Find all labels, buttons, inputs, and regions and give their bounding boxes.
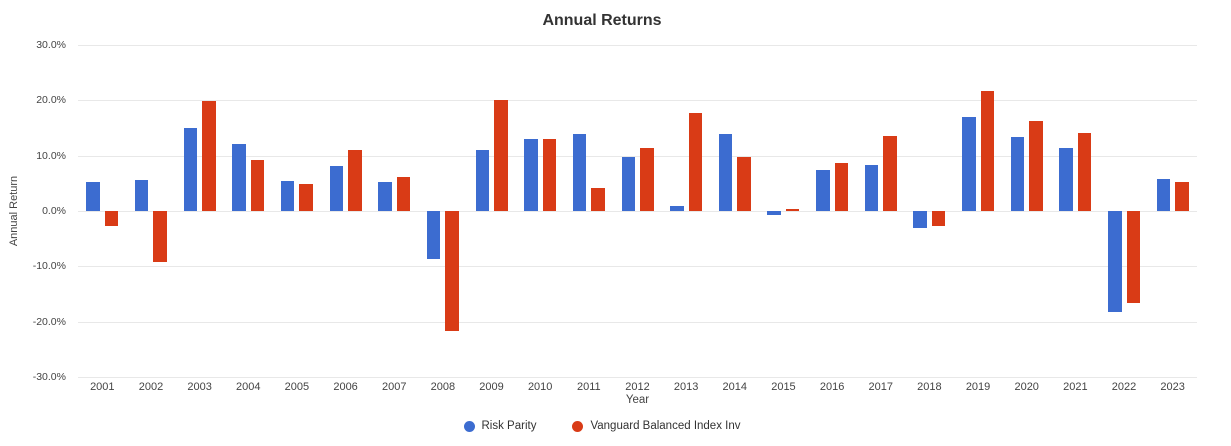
bar-vanguard-balanced-index-inv-2002[interactable] xyxy=(153,211,167,263)
bar-vanguard-balanced-index-inv-2016[interactable] xyxy=(834,162,849,211)
bar-vanguard-balanced-index-inv-2015[interactable] xyxy=(785,208,800,211)
x-tick-label-2003: 2003 xyxy=(187,381,212,393)
y-tick-label: 0.0% xyxy=(42,205,66,217)
y-tick-label: -10.0% xyxy=(32,260,66,273)
x-tick-label-2018: 2018 xyxy=(917,381,942,393)
gridline xyxy=(78,321,1197,323)
legend: Risk Parity Vanguard Balanced Index Inv xyxy=(0,420,1204,432)
bar-risk-parity-2016[interactable] xyxy=(816,169,830,211)
bar-risk-parity-2012[interactable] xyxy=(621,157,635,211)
gridline xyxy=(78,266,1197,268)
bar-risk-parity-2022[interactable] xyxy=(1108,211,1122,312)
y-tick-label: -20.0% xyxy=(32,315,66,328)
legend-swatch-icon xyxy=(463,420,475,432)
x-tick-label-2005: 2005 xyxy=(284,381,310,393)
bar-risk-parity-2023[interactable] xyxy=(1156,179,1171,211)
bar-risk-parity-2006[interactable] xyxy=(329,166,344,211)
bar-vanguard-balanced-index-inv-2008[interactable] xyxy=(445,211,459,332)
bar-vanguard-balanced-index-inv-2006[interactable] xyxy=(348,150,362,211)
x-tick-label-2014: 2014 xyxy=(722,381,748,393)
x-tick-label-2006: 2006 xyxy=(333,381,358,393)
gridline xyxy=(78,45,1197,46)
x-tick-label-2022: 2022 xyxy=(1111,381,1137,393)
bar-risk-parity-2003[interactable] xyxy=(183,128,198,211)
bar-vanguard-balanced-index-inv-2017[interactable] xyxy=(883,135,897,211)
x-tick-label-2017: 2017 xyxy=(868,381,893,393)
y-tick-label: 20.0% xyxy=(36,94,66,107)
gridline xyxy=(78,155,1197,157)
bar-risk-parity-2004[interactable] xyxy=(232,144,246,211)
bar-vanguard-balanced-index-inv-2022[interactable] xyxy=(1126,211,1141,303)
bar-risk-parity-2013[interactable] xyxy=(670,206,684,211)
bar-risk-parity-2015[interactable] xyxy=(767,211,781,216)
bar-vanguard-balanced-index-inv-2012[interactable] xyxy=(640,148,654,211)
x-tick-label-2023: 2023 xyxy=(1160,381,1185,393)
x-tick-label-2009: 2009 xyxy=(479,381,504,393)
bar-risk-parity-2018[interactable] xyxy=(913,211,927,228)
bar-risk-parity-2011[interactable] xyxy=(572,134,587,211)
x-tick-label-2007: 2007 xyxy=(381,381,407,393)
bar-risk-parity-2001[interactable] xyxy=(86,181,100,211)
bar-risk-parity-2007[interactable] xyxy=(378,182,392,211)
bar-risk-parity-2008[interactable] xyxy=(426,211,441,260)
x-tick-label-2011: 2011 xyxy=(577,381,601,393)
gridline xyxy=(78,100,1197,102)
bar-vanguard-balanced-index-inv-2009[interactable] xyxy=(494,99,508,211)
bar-vanguard-balanced-index-inv-2011[interactable] xyxy=(591,188,605,211)
legend-item-risk-parity[interactable]: Risk Parity xyxy=(463,420,537,432)
bar-vanguard-balanced-index-inv-2020[interactable] xyxy=(1029,121,1043,211)
legend-item-vanguard-balanced-index-inv[interactable]: Vanguard Balanced Index Inv xyxy=(572,420,741,432)
y-tick-label: 10.0% xyxy=(36,149,66,162)
bar-vanguard-balanced-index-inv-2001[interactable] xyxy=(104,211,119,227)
bar-vanguard-balanced-index-inv-2007[interactable] xyxy=(396,176,411,211)
bar-risk-parity-2014[interactable] xyxy=(718,133,733,211)
x-tick-label-2002: 2002 xyxy=(138,381,164,393)
x-tick-label-2016: 2016 xyxy=(819,381,845,393)
x-tick-label-2004: 2004 xyxy=(236,381,261,393)
x-tick-label-2020: 2020 xyxy=(1014,381,1039,393)
x-tick-label-2010: 2010 xyxy=(527,381,553,393)
chart-title: Annual Returns xyxy=(542,12,662,29)
y-tick-label: -30.0% xyxy=(32,371,66,383)
y-tick-label: 30.0% xyxy=(36,39,66,51)
legend-label: Risk Parity xyxy=(481,420,537,432)
x-tick-label-2015: 2015 xyxy=(771,381,796,393)
bar-risk-parity-2005[interactable] xyxy=(280,180,295,211)
x-tick-label-2012: 2012 xyxy=(625,381,650,393)
legend-label: Vanguard Balanced Index Inv xyxy=(590,420,741,432)
bar-vanguard-balanced-index-inv-2010[interactable] xyxy=(542,138,557,211)
bar-vanguard-balanced-index-inv-2013[interactable] xyxy=(688,112,703,211)
plot-area xyxy=(78,45,1197,378)
bar-risk-parity-2019[interactable] xyxy=(962,116,976,211)
bar-vanguard-balanced-index-inv-2021[interactable] xyxy=(1077,132,1092,211)
bar-risk-parity-2021[interactable] xyxy=(1059,148,1073,211)
x-tick-label-2001: 2001 xyxy=(90,381,115,393)
bar-vanguard-balanced-index-inv-2003[interactable] xyxy=(202,100,216,211)
bar-vanguard-balanced-index-inv-2019[interactable] xyxy=(980,91,995,211)
gridline xyxy=(78,377,1197,378)
bar-risk-parity-2020[interactable] xyxy=(1010,137,1025,211)
bar-risk-parity-2009[interactable] xyxy=(475,149,490,211)
bar-vanguard-balanced-index-inv-2018[interactable] xyxy=(931,211,946,227)
bar-vanguard-balanced-index-inv-2023[interactable] xyxy=(1175,181,1189,211)
bar-vanguard-balanced-index-inv-2014[interactable] xyxy=(737,156,751,211)
bar-risk-parity-2002[interactable] xyxy=(134,180,149,211)
x-tick-label-2019: 2019 xyxy=(965,381,991,393)
x-axis-title: Year xyxy=(625,394,650,406)
gridline xyxy=(78,211,1197,212)
x-tick-label-2021: 2021 xyxy=(1063,381,1088,393)
bar-risk-parity-2010[interactable] xyxy=(524,138,538,211)
bar-vanguard-balanced-index-inv-2004[interactable] xyxy=(250,159,265,211)
x-tick-label-2008: 2008 xyxy=(430,381,456,393)
bar-risk-parity-2017[interactable] xyxy=(864,165,879,211)
legend-swatch-icon xyxy=(572,420,584,432)
x-tick-label-2013: 2013 xyxy=(673,381,699,393)
bar-vanguard-balanced-index-inv-2005[interactable] xyxy=(299,184,313,211)
